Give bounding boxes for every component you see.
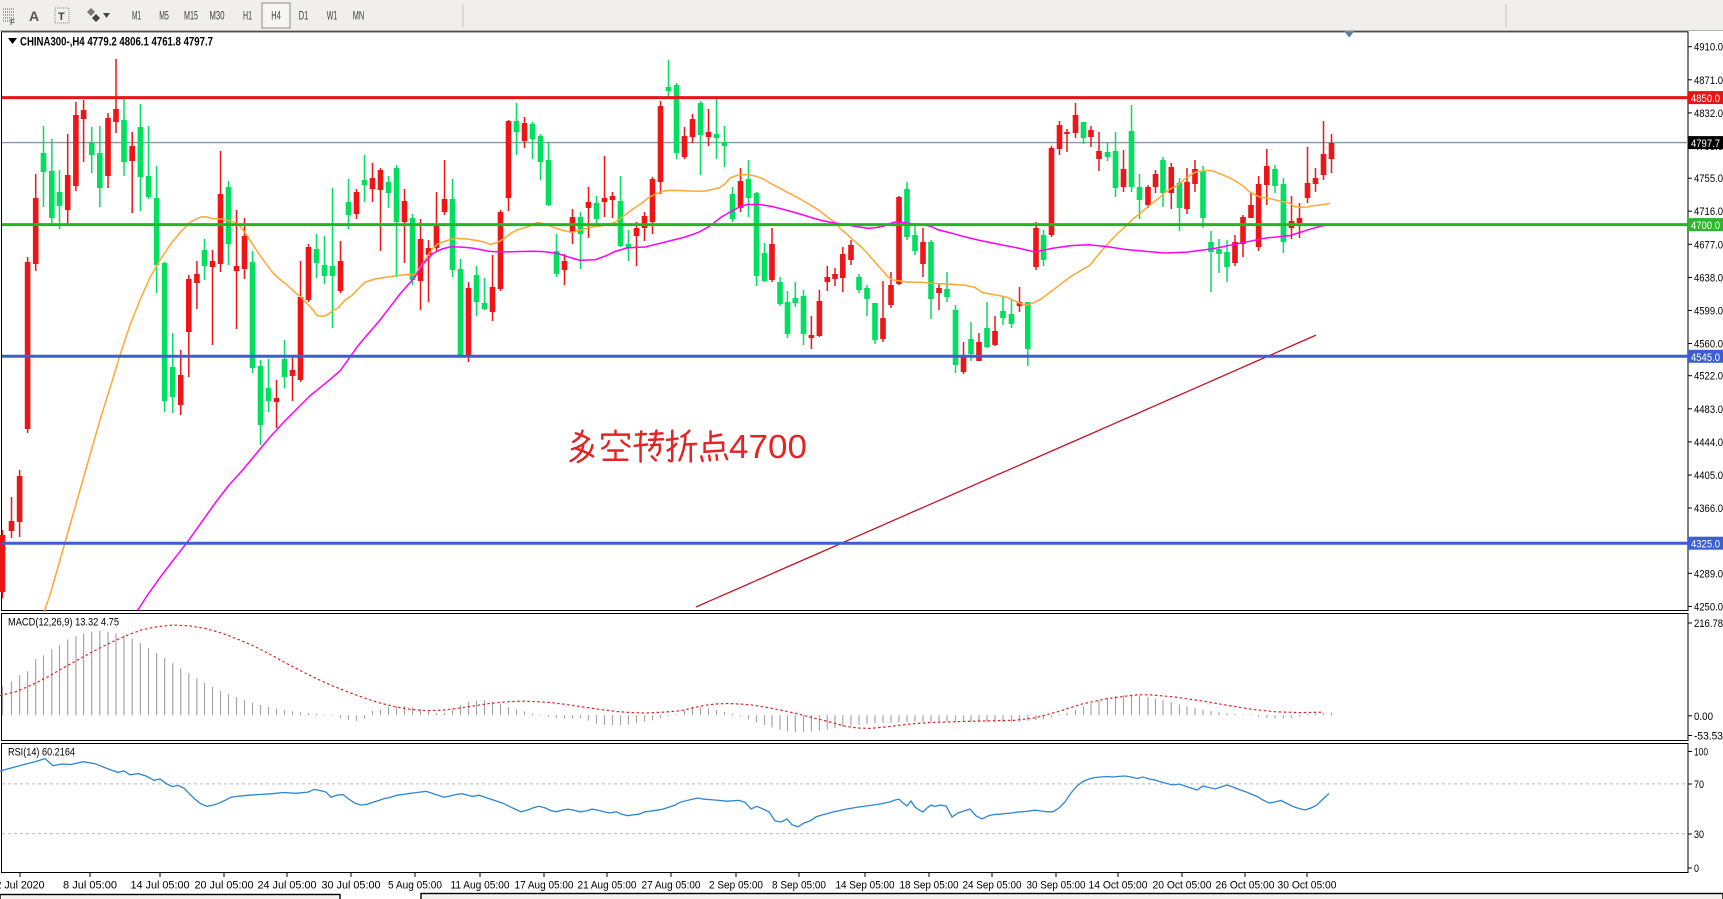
svg-text:4560.0: 4560.0 [1694,339,1723,351]
svg-text:CHINA300-,H4 4779.2 4806.1 47: CHINA300-,H4 4779.2 4806.1 4761.8 4797.7 [20,37,213,49]
svg-text:4716.0: 4716.0 [1694,206,1723,218]
svg-text:D1: D1 [299,11,309,23]
svg-text:W1: W1 [327,11,338,23]
svg-text:-53.53: -53.53 [1694,731,1723,743]
svg-text:70: 70 [1694,779,1704,791]
svg-text:4545.0: 4545.0 [1691,352,1720,364]
svg-text:4250.0: 4250.0 [1694,601,1723,613]
svg-text:T: T [58,11,65,23]
svg-text:M30: M30 [210,11,225,23]
svg-text:F: F [10,18,15,27]
svg-text:4405.0: 4405.0 [1694,470,1723,482]
svg-text:4700: 4700 [729,429,807,466]
svg-text:30: 30 [1694,829,1704,841]
svg-text:26 Oct 05:00: 26 Oct 05:00 [1216,880,1275,892]
svg-text:4700.0: 4700.0 [1691,220,1720,232]
svg-text:4522.0: 4522.0 [1694,371,1723,383]
svg-text:4325.0: 4325.0 [1691,539,1720,551]
svg-text:21 Aug 05:00: 21 Aug 05:00 [578,880,637,892]
svg-text:4483.0: 4483.0 [1694,404,1723,416]
svg-text:100: 100 [1694,747,1708,759]
svg-text:24 Sep 05:00: 24 Sep 05:00 [963,880,1022,892]
svg-text:0: 0 [1694,863,1699,875]
svg-text:H1: H1 [243,11,252,23]
svg-text:4850.0: 4850.0 [1691,93,1720,105]
svg-text:4871.0: 4871.0 [1694,75,1723,87]
svg-text:4289.0: 4289.0 [1694,568,1723,580]
svg-text:M15: M15 [184,11,198,23]
svg-text:MN: MN [353,11,365,23]
svg-text:4599.0: 4599.0 [1694,305,1723,317]
svg-text:A: A [29,8,39,24]
svg-text:4444.0: 4444.0 [1694,437,1723,449]
svg-text:4677.0: 4677.0 [1694,239,1723,251]
svg-text:8 Sep 05:00: 8 Sep 05:00 [772,880,826,892]
svg-text:2 Jul 2020: 2 Jul 2020 [0,880,45,892]
svg-text:4832.0: 4832.0 [1694,108,1723,120]
svg-text:4366.0: 4366.0 [1694,503,1723,515]
svg-text:H4: H4 [271,11,281,23]
svg-text:14 Oct 05:00: 14 Oct 05:00 [1089,880,1148,892]
svg-text:24 Jul 05:00: 24 Jul 05:00 [258,880,317,892]
svg-text:20 Oct 05:00: 20 Oct 05:00 [1153,880,1212,892]
svg-text:17 Aug 05:00: 17 Aug 05:00 [515,880,574,892]
svg-text:216.78: 216.78 [1694,618,1723,630]
svg-text:0.00: 0.00 [1694,711,1713,723]
svg-text:30 Sep 05:00: 30 Sep 05:00 [1027,880,1086,892]
svg-text:4910.0: 4910.0 [1694,42,1723,54]
svg-text:M5: M5 [159,11,169,23]
svg-text:18 Sep 05:00: 18 Sep 05:00 [900,880,959,892]
svg-text:2 Sep 05:00: 2 Sep 05:00 [709,880,763,892]
svg-text:27 Aug 05:00: 27 Aug 05:00 [642,880,701,892]
svg-text:4755.0: 4755.0 [1694,173,1723,185]
svg-text:30 Jul 05:00: 30 Jul 05:00 [322,880,381,892]
svg-text:MACD(12,26,9) 13.32 4.75: MACD(12,26,9) 13.32 4.75 [8,617,119,629]
svg-text:14 Sep 05:00: 14 Sep 05:00 [836,880,895,892]
svg-text:30 Oct 05:00: 30 Oct 05:00 [1278,880,1337,892]
svg-text:14 Jul 05:00: 14 Jul 05:00 [131,880,190,892]
svg-text:RSI(14) 60.2164: RSI(14) 60.2164 [8,747,75,759]
svg-text:4797.7: 4797.7 [1691,138,1720,150]
svg-text:M1: M1 [132,11,141,23]
svg-text:20 Jul 05:00: 20 Jul 05:00 [195,880,254,892]
svg-text:5 Aug 05:00: 5 Aug 05:00 [388,880,442,892]
svg-text:8 Jul 05:00: 8 Jul 05:00 [63,880,117,892]
svg-text:4638.0: 4638.0 [1694,272,1723,284]
svg-text:11 Aug 05:00: 11 Aug 05:00 [451,880,510,892]
